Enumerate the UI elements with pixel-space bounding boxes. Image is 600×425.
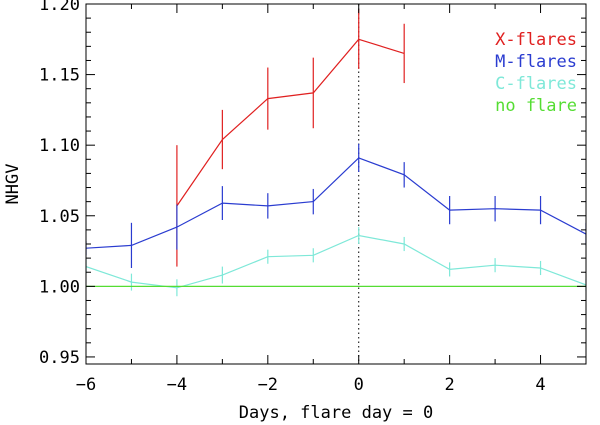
y-tick-label: 1.00 (39, 277, 80, 297)
legend-entry: X-flares (495, 30, 577, 50)
y-tick-label: 1.05 (39, 207, 80, 227)
x-axis-label: Days, flare day = 0 (239, 403, 433, 423)
y-tick-label: 1.10 (39, 136, 80, 156)
y-tick-label: 1.15 (39, 66, 80, 86)
y-tick-label: 1.20 (39, 0, 80, 15)
axes: −6 −4 −2 0 2 4 0.95 1.00 1.05 1.10 1.15 1.20 (39, 0, 587, 395)
data-series (86, 4, 586, 364)
y-tick-label: 0.95 (39, 348, 80, 368)
series-line-x-flares (176, 38, 405, 207)
x-tick-label: 2 (445, 375, 455, 395)
x-tick-label: −6 (76, 375, 96, 395)
x-tick-label: 4 (535, 375, 545, 395)
legend-entry: M-flares (495, 52, 577, 72)
plot-frame (85, 3, 587, 365)
series-line-m-flares (86, 157, 586, 249)
x-tick-label: −2 (258, 375, 278, 395)
y-axis-label: NHGV (3, 164, 23, 205)
legend-entry: C-flares (495, 74, 577, 94)
legend-entry: no flare (495, 96, 577, 116)
x-tick-label: 0 (354, 375, 364, 395)
series-line-c-flares (86, 234, 586, 289)
x-tick-label: −4 (167, 375, 187, 395)
